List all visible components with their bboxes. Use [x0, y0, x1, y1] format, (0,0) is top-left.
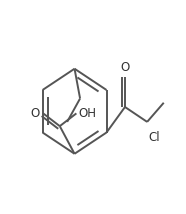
Text: O: O [120, 61, 130, 74]
Text: OH: OH [78, 107, 96, 120]
Text: O: O [30, 107, 39, 120]
Text: Cl: Cl [148, 131, 160, 144]
